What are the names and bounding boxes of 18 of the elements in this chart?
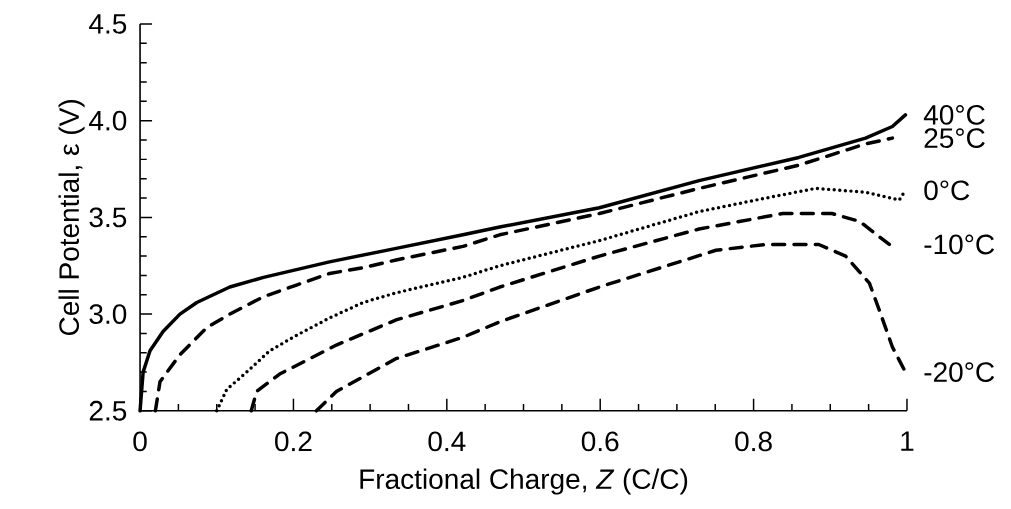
x-tick-label: 0.2 [275, 431, 312, 452]
series-label: 40°C [923, 104, 985, 125]
x-tick-label: 0.4 [428, 431, 466, 452]
series-label: 25°C [924, 127, 985, 148]
series-label: 0°C [924, 180, 970, 200]
x-tick-label: 0.8 [735, 431, 772, 452]
x-tick-label: 0 [133, 431, 147, 452]
y-tick-label: 3.0 [89, 303, 127, 324]
series-label: -20°C [924, 361, 995, 382]
x-tick-label: 0.6 [581, 431, 619, 452]
y-tick-label: 4.0 [89, 110, 127, 131]
y-tick-label: 4.5 [89, 14, 127, 34]
y-tick-label: 2.5 [89, 400, 127, 421]
y-axis-title: Cell Potential, ε (V) [58, 99, 85, 335]
x-tick-label: 1 [901, 431, 914, 451]
x-axis-title: Fractional Charge, Z (C/C) [360, 468, 688, 495]
series-label: -10°C [924, 234, 995, 255]
y-tick-label: 3.5 [89, 207, 127, 228]
